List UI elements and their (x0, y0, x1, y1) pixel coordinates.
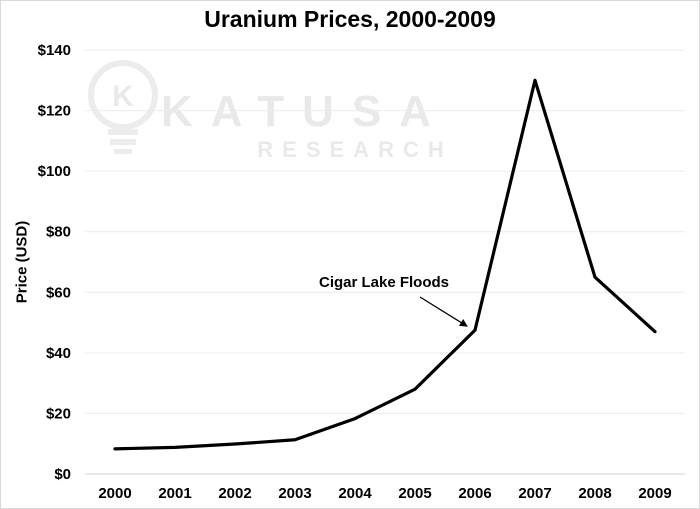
x-tick-label: 2002 (218, 485, 251, 502)
price-line (113, 78, 657, 451)
y-tick-label: $0 (54, 466, 71, 483)
x-tick-label: 2006 (458, 485, 491, 502)
x-tick-label: 2008 (578, 485, 611, 502)
watermark-line1: KATUSA (161, 87, 449, 136)
annotation: Cigar Lake Floods (319, 274, 468, 327)
series-layer (113, 78, 657, 451)
x-tick-label: 2003 (278, 485, 311, 502)
y-axis-label: Price (USD) (13, 220, 31, 304)
gridlines (85, 49, 685, 475)
lightbulb-logo-icon: K (88, 60, 158, 154)
annotation-arrow (419, 296, 468, 327)
y-tick-label: $120 (38, 103, 71, 120)
chart-title: Uranium Prices, 2000-2009 (204, 6, 496, 32)
x-tick-label: 2000 (98, 485, 131, 502)
x-axis: 2000 2001 2002 2003 2004 2005 2006 2007 2008 2009 (98, 485, 671, 502)
y-tick-label: $40 (46, 345, 71, 362)
y-tick-label: $80 (46, 224, 71, 241)
x-tick-label: 2009 (638, 485, 671, 502)
svg-text:K: K (112, 80, 134, 113)
x-tick-label: 2004 (338, 485, 372, 502)
y-tick-label: $60 (46, 284, 71, 301)
watermark-line2: RESEARCH (257, 137, 452, 162)
x-tick-label: 2007 (518, 485, 551, 502)
watermark: K KATUSA RESEARCH (88, 60, 452, 162)
annotation-label: Cigar Lake Floods (319, 274, 449, 291)
y-tick-label: $140 (38, 42, 71, 59)
y-axis: $0 $20 $40 $60 $80 $100 $120 $140 (38, 42, 71, 483)
y-tick-label: $20 (46, 405, 71, 422)
y-tick-label: $100 (38, 163, 71, 180)
x-tick-label: 2001 (158, 485, 191, 502)
x-tick-label: 2005 (398, 485, 431, 502)
